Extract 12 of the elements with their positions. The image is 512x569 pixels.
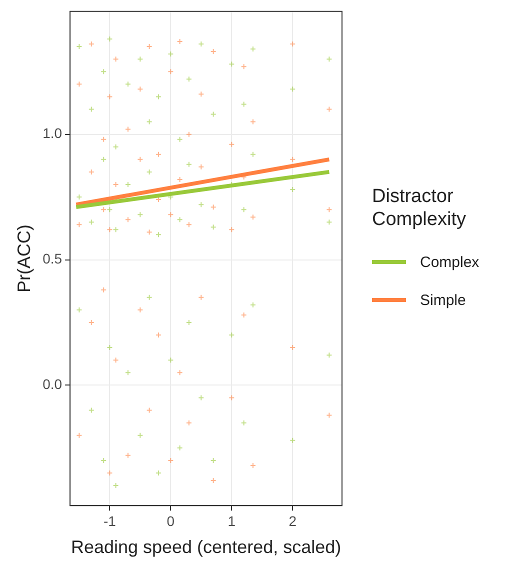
legend-title: Distractor Complexity	[372, 185, 467, 231]
x-tick-label: 0	[166, 512, 175, 529]
y-tick-label: 1.0	[42, 125, 62, 142]
x-axis-title: Reading speed (centered, scaled)	[70, 537, 342, 558]
x-tick-label: 2	[288, 512, 297, 529]
x-tick-label: -1	[103, 512, 116, 529]
legend-label: Complex	[420, 254, 480, 270]
y-tick-label: 0.5	[42, 250, 62, 267]
y-tick-label: 0.0	[42, 376, 62, 392]
x-tick-label: 1	[228, 512, 236, 529]
legend-label: Simple	[420, 292, 466, 308]
y-axis-title: Pr(ACC)	[14, 224, 34, 292]
